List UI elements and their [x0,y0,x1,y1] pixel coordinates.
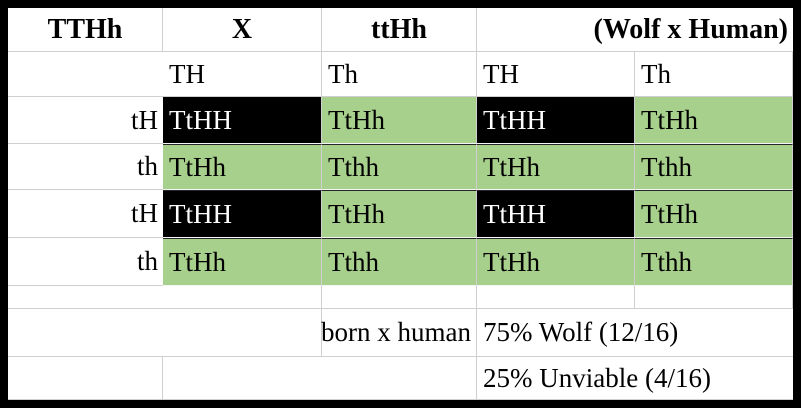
punnett-cell[interactable]: Tthh [635,144,793,190]
punnett-cell[interactable]: TtHH [163,97,322,144]
punnett-cell[interactable]: TtHh [635,190,793,238]
col-gamete-cell-2[interactable]: Th [322,52,477,97]
empty-cell[interactable] [8,309,163,357]
col-gamete-cell-3[interactable]: TH [477,52,635,97]
row-gamete-cell-4[interactable]: th [8,238,163,286]
empty-cell[interactable] [163,309,322,357]
col-gamete-cell-4[interactable]: Th [635,52,793,97]
empty-cell[interactable] [322,286,477,309]
empty-cell[interactable] [635,286,793,309]
cross-symbol-cell[interactable]: X [163,8,322,52]
punnett-cell[interactable]: Tthh [322,238,477,286]
punnett-cell[interactable]: TtHh [635,97,793,144]
row-gamete-cell-1[interactable]: tH [8,97,163,144]
summary-label-cell[interactable]: born x human [321,309,477,357]
empty-cell[interactable] [8,357,163,400]
summary-wolf-cell[interactable]: 75% Wolf (12/16) [477,309,793,357]
row-gamete-cell-3[interactable]: tH [8,190,163,238]
parent1-genotype-cell[interactable]: TTHh [8,8,163,52]
punnett-cell[interactable]: Tthh [635,238,793,286]
punnett-cell[interactable]: TtHh [163,238,322,286]
empty-cell[interactable] [322,357,477,400]
empty-cell[interactable] [477,286,635,309]
punnett-cell[interactable]: TtHh [322,97,477,144]
empty-cell[interactable] [8,52,163,97]
punnett-cell[interactable]: TtHh [477,238,635,286]
punnett-cell[interactable]: TtHH [477,97,635,144]
empty-cell[interactable] [163,286,322,309]
punnett-cell[interactable]: TtHH [163,190,322,238]
punnett-cell[interactable]: TtHH [477,190,635,238]
empty-cell[interactable] [163,357,322,400]
col-gamete-cell-1[interactable]: TH [163,52,322,97]
row-gamete-cell-2[interactable]: th [8,144,163,190]
cross-note-cell[interactable]: (Wolf x Human) [477,8,793,52]
punnett-cell[interactable]: TtHh [477,144,635,190]
summary-unviable-cell[interactable]: 25% Unviable (4/16) [477,357,793,400]
punnett-cell[interactable]: Tthh [322,144,477,190]
empty-cell[interactable] [8,286,163,309]
punnett-cell[interactable]: TtHh [163,144,322,190]
punnett-cell[interactable]: TtHh [322,190,477,238]
cell-grid: TTHh X ttHh (Wolf x Human) TH Th TH Th t… [8,8,793,400]
parent2-genotype-cell[interactable]: ttHh [322,8,477,52]
